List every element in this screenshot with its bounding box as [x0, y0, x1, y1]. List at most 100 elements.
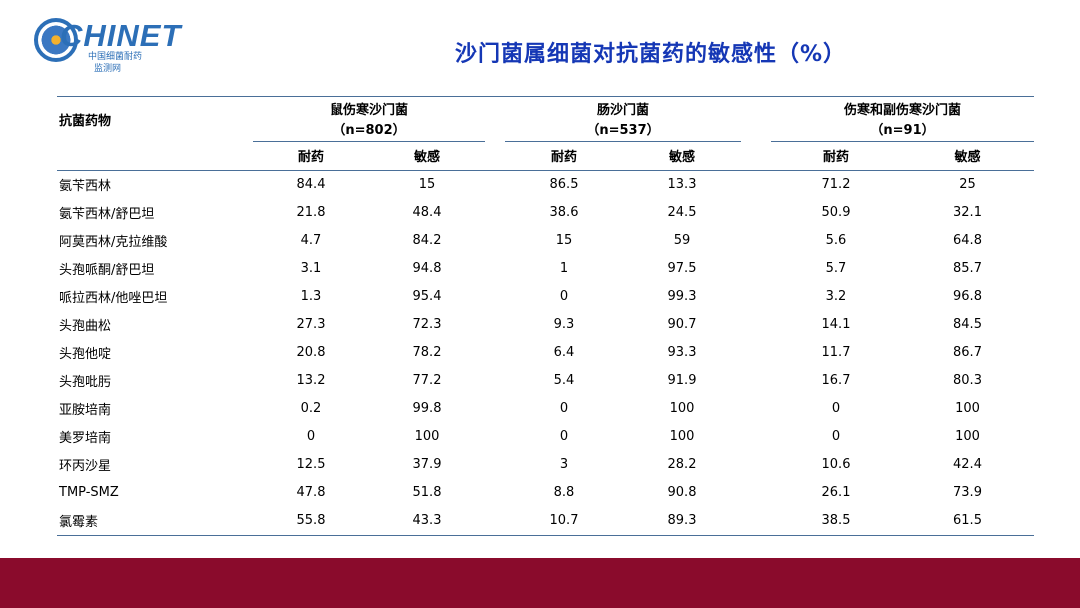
group-count: （n=537） [505, 120, 741, 142]
sensitive-value: 48.4 [412, 205, 442, 220]
sensitive-value: 94.8 [412, 261, 442, 276]
table-row: 头孢他啶 20.8 78.2 6.4 93.3 11.7 86.7 [57, 339, 1034, 367]
sensitive-value: 90.8 [667, 485, 697, 500]
sensitive-value: 100 [669, 429, 695, 444]
drug-name: 亚胺培南 [59, 403, 112, 418]
sensitive-value: 80.3 [953, 373, 982, 388]
sensitive-value: 93.3 [667, 345, 697, 360]
sensitive-value: 100 [955, 401, 980, 416]
drug-name: 头孢吡肟 [59, 375, 112, 390]
resistant-header: 耐药 [253, 141, 369, 171]
spacer-cell [485, 367, 505, 395]
spacer-cell [741, 255, 771, 283]
chinet-logo: CHINET 中国细菌耐药 监测网 [34, 16, 184, 76]
sensitive-value: 32.1 [953, 205, 982, 220]
table-row: 头孢曲松 27.3 72.3 9.3 90.7 14.1 84.5 [57, 311, 1034, 339]
resistant-value: 0 [559, 401, 569, 416]
group-header-enterica: 肠沙门菌 [505, 97, 741, 121]
spacer-cell [741, 479, 771, 507]
group-name: 伤寒和副伤寒沙门菌 [843, 103, 961, 119]
spacer-cell [485, 311, 505, 339]
drug-name: 氨苄西林/舒巴坦 [59, 207, 155, 222]
table-row: 环丙沙星 12.5 37.9 3 28.2 10.6 42.4 [57, 451, 1034, 479]
spacer-cell [741, 395, 771, 423]
sensitive-value: 91.9 [667, 373, 697, 388]
resistant-value: 71.2 [821, 177, 851, 192]
spacer-cell [485, 395, 505, 423]
sensitive-value: 84.5 [953, 317, 982, 332]
sensitive-header: 敏感 [369, 141, 485, 171]
spacer-cell [741, 339, 771, 367]
resistant-value: 1 [559, 261, 569, 276]
spacer-cell [741, 199, 771, 227]
sensitive-value: 100 [669, 401, 695, 416]
group-count: （n=802） [253, 120, 485, 142]
sensitive-value: 24.5 [667, 205, 697, 220]
resistant-value: 0 [831, 429, 841, 444]
resistant-value: 0 [306, 429, 316, 444]
sensitive-header: 敏感 [623, 141, 741, 171]
table-row: 氯霉素 55.8 43.3 10.7 89.3 38.5 61.5 [57, 507, 1034, 536]
sensitive-value: 64.8 [953, 233, 982, 248]
drug-name: 环丙沙星 [59, 459, 112, 474]
resistant-value: 84.4 [296, 177, 326, 192]
resistant-value: 3.2 [825, 289, 847, 304]
resistant-value: 50.9 [821, 205, 851, 220]
spacer-cell [741, 311, 771, 339]
sensitive-value: 96.8 [953, 289, 982, 304]
resistant-value: 26.1 [821, 485, 851, 500]
sensitive-value: 95.4 [412, 289, 442, 304]
drug-name: 哌拉西林/他唑巴坦 [59, 291, 168, 306]
resistant-value: 86.5 [549, 177, 579, 192]
sensitive-value: 72.3 [412, 317, 442, 332]
group-name: 肠沙门菌 [596, 103, 649, 119]
resistant-value: 10.6 [821, 457, 851, 472]
table-row: 氨苄西林 84.4 15 86.5 13.3 71.2 25 [57, 170, 1034, 199]
resistant-value: 16.7 [821, 373, 851, 388]
spacer-cell [741, 283, 771, 311]
table-row: 亚胺培南 0.2 99.8 0 100 0 100 [57, 395, 1034, 423]
sensitive-value: 100 [414, 429, 440, 444]
sensitive-value: 84.2 [412, 233, 442, 248]
spacer-cell [741, 367, 771, 395]
spacer-cell [485, 255, 505, 283]
logo-subtitle-line2: 监测网 [94, 64, 122, 74]
resistant-value: 38.6 [549, 205, 579, 220]
sensitive-value: 15 [418, 177, 436, 192]
table-row: 氨苄西林/舒巴坦 21.8 48.4 38.6 24.5 50.9 32.1 [57, 199, 1034, 227]
resistant-value: 47.8 [296, 485, 326, 500]
resistant-value: 20.8 [296, 345, 326, 360]
spacer-cell [485, 199, 505, 227]
resistant-value: 3 [559, 457, 569, 472]
resistant-value: 55.8 [296, 513, 326, 528]
resistant-value: 0 [559, 289, 569, 304]
sensitive-value: 13.3 [667, 177, 697, 192]
table-row: TMP-SMZ 47.8 51.8 8.8 90.8 26.1 73.9 [57, 479, 1034, 507]
spacer-cell [485, 451, 505, 479]
sensitive-value: 61.5 [953, 513, 982, 528]
sensitive-value: 97.5 [667, 261, 697, 276]
resistant-value: 3.1 [300, 261, 322, 276]
spacer-cell [741, 507, 771, 536]
sensitive-header: 敏感 [901, 141, 1034, 171]
resistant-value: 38.5 [821, 513, 851, 528]
susceptibility-table: 抗菌药物 鼠伤寒沙门菌 肠沙门菌 伤寒和副伤寒沙门菌 （n=802） （n=53… [57, 96, 1034, 536]
resistant-value: 5.6 [825, 233, 847, 248]
resistant-value: 6.4 [553, 345, 575, 360]
resistant-value: 0 [559, 429, 569, 444]
resistant-value: 0 [831, 401, 841, 416]
sensitive-value: 42.4 [953, 457, 982, 472]
spacer-cell [485, 423, 505, 451]
drug-name: 头孢他啶 [59, 347, 112, 362]
group-header-typhimurium: 鼠伤寒沙门菌 [253, 97, 485, 121]
sensitive-value: 99.3 [667, 289, 697, 304]
sensitive-value: 90.7 [667, 317, 697, 332]
spacer-cell [741, 170, 771, 199]
resistant-header: 耐药 [505, 141, 623, 171]
resistant-value: 5.7 [825, 261, 847, 276]
spacer-cell [485, 283, 505, 311]
spacer-cell [485, 170, 505, 199]
drug-name: TMP-SMZ [59, 485, 119, 500]
resistant-value: 10.7 [549, 513, 579, 528]
spacer-cell [741, 227, 771, 255]
